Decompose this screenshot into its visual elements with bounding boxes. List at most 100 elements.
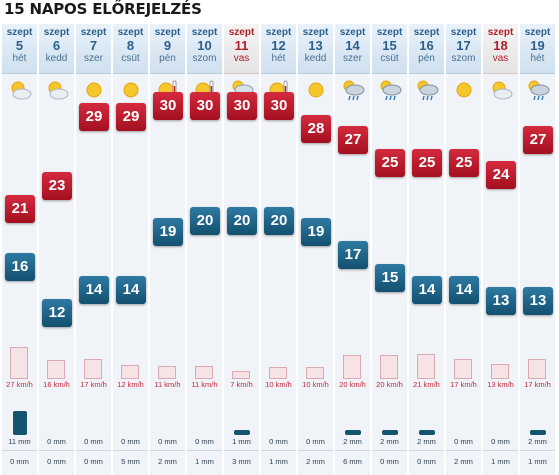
day-month: szept <box>6 27 33 38</box>
day-month: szept <box>117 27 144 38</box>
sun-icon <box>82 78 106 102</box>
rain-bar <box>233 430 250 435</box>
min-temp-badge: 19 <box>153 218 183 246</box>
divider <box>483 450 518 451</box>
sun-icon <box>119 78 143 102</box>
day-header: szept 18 vas <box>483 24 518 74</box>
day-number: 15 <box>382 38 397 53</box>
day-month: szept <box>487 27 514 38</box>
wind-bar <box>121 364 139 379</box>
min-temp-badge: 14 <box>412 275 442 304</box>
day-weekday: csüt <box>380 53 399 64</box>
wind-speed-label: 10 km/h <box>302 380 329 389</box>
max-temp-badge: 29 <box>116 103 146 131</box>
day-month: szept <box>80 27 107 38</box>
wind-speed-label: 10 km/h <box>265 380 292 389</box>
forecast-grid: szept 5 hét 21 16 27 km/h 11 mm 0 mm szept 6 kedd 2… <box>2 24 557 475</box>
day-column[interactable]: szept 5 hét 21 16 27 km/h 11 mm 0 mm <box>2 24 37 475</box>
secondary-precip-label: 0 mm <box>417 457 436 466</box>
day-header: szept 11 vas <box>224 24 259 74</box>
divider <box>372 450 407 451</box>
sun-icon <box>452 78 476 102</box>
day-weekday: kedd <box>45 53 68 64</box>
day-column[interactable]: szept 9 pén 30 19 11 km/h 0 mm 2 mm <box>150 24 185 475</box>
rain-amount-label: 1 mm <box>232 437 251 446</box>
day-weekday: kedd <box>304 53 327 64</box>
min-temp-badge: 13 <box>486 287 516 315</box>
sun-cloud-icon <box>8 78 32 102</box>
divider <box>76 450 111 451</box>
wind-speed-label: 11 km/h <box>191 380 218 389</box>
rain-amount-label: 2 mm <box>528 437 547 446</box>
min-temp-badge: 20 <box>264 206 294 235</box>
day-weekday: pén <box>418 53 435 64</box>
min-temp-badge: 20 <box>190 206 220 235</box>
wind-speed-label: 17 km/h <box>80 380 107 389</box>
sun-cloud-icon <box>45 78 69 102</box>
day-column[interactable]: szept 13 kedd 28 19 10 km/h 0 mm 2 mm <box>298 24 333 475</box>
day-column[interactable]: szept 7 szer 29 14 17 km/h 0 mm 0 mm <box>76 24 111 475</box>
wind-bar <box>306 367 324 379</box>
max-temp-badge: 30 <box>227 91 257 120</box>
day-column[interactable]: szept 11 vas 30 20 7 km/h 1 mm 3 mm <box>224 24 259 475</box>
rain-amount-label: 11 mm <box>8 437 31 446</box>
day-column[interactable]: szept 10 szom 30 20 11 km/h 0 mm 1 mm <box>187 24 222 475</box>
secondary-precip-label: 6 mm <box>343 457 362 466</box>
rain-bar <box>12 411 27 435</box>
secondary-precip-label: 2 mm <box>454 457 473 466</box>
rain-bar <box>381 430 398 435</box>
day-header: szept 19 hét <box>520 24 555 74</box>
day-column[interactable]: szept 15 csüt 25 15 20 km/h 2 mm 0 mm <box>372 24 407 475</box>
secondary-precip-label: 0 mm <box>380 457 399 466</box>
day-header: szept 7 szer <box>76 24 111 74</box>
day-month: szept <box>376 27 403 38</box>
max-temp-badge: 24 <box>486 160 516 189</box>
day-number: 19 <box>530 38 545 53</box>
day-weekday: vas <box>492 53 509 64</box>
rain-amount-label: 0 mm <box>121 437 140 446</box>
wind-bar <box>47 360 65 379</box>
day-column[interactable]: szept 14 szer 27 17 20 km/h 2 mm 6 mm <box>335 24 370 475</box>
day-month: szept <box>43 27 70 38</box>
day-number: 14 <box>345 38 360 53</box>
max-temp-badge: 25 <box>412 149 442 177</box>
day-number: 18 <box>493 38 508 53</box>
day-header: szept 5 hét <box>2 24 37 74</box>
rain-cloud-icon <box>526 78 550 102</box>
divider <box>187 450 222 451</box>
rain-cloud-icon <box>341 78 365 102</box>
secondary-precip-label: 2 mm <box>158 457 177 466</box>
max-temp-badge: 27 <box>523 126 553 154</box>
day-column[interactable]: szept 16 pén 25 14 21 km/h 2 mm 0 mm <box>409 24 444 475</box>
rain-amount-label: 0 mm <box>491 437 510 446</box>
day-column[interactable]: szept 19 hét 27 13 17 km/h 2 mm 1 mm <box>520 24 555 475</box>
min-temp-badge: 17 <box>338 241 368 269</box>
day-header: szept 15 csüt <box>372 24 407 74</box>
day-weekday: hét <box>12 53 27 64</box>
rain-amount-label: 2 mm <box>417 437 436 446</box>
day-month: szept <box>339 27 366 38</box>
secondary-precip-label: 0 mm <box>47 457 66 466</box>
day-weekday: szer <box>84 53 103 64</box>
day-column[interactable]: szept 8 csüt 29 14 12 km/h 0 mm 5 mm <box>113 24 148 475</box>
wind-bar <box>417 354 435 379</box>
secondary-precip-label: 3 mm <box>232 457 251 466</box>
wind-speed-label: 12 km/h <box>117 380 144 389</box>
max-temp-badge: 23 <box>42 172 72 200</box>
day-month: szept <box>265 27 292 38</box>
day-column[interactable]: szept 17 szom 25 14 17 km/h 0 mm 2 mm <box>446 24 481 475</box>
day-month: szept <box>413 27 440 38</box>
divider <box>335 450 370 451</box>
day-column[interactable]: szept 12 hét 30 20 10 km/h 0 mm 1 mm <box>261 24 296 475</box>
day-number: 13 <box>308 38 323 53</box>
day-column[interactable]: szept 18 vas 24 13 13 km/h 0 mm 1 mm <box>483 24 518 475</box>
day-header: szept 8 csüt <box>113 24 148 74</box>
min-temp-badge: 15 <box>375 264 405 292</box>
day-number: 5 <box>15 38 24 53</box>
divider <box>150 450 185 451</box>
divider <box>113 450 148 451</box>
day-column[interactable]: szept 6 kedd 23 12 16 km/h 0 mm 0 mm <box>39 24 74 475</box>
divider <box>409 450 444 451</box>
wind-speed-label: 20 km/h <box>339 380 366 389</box>
wind-bar <box>454 358 472 379</box>
